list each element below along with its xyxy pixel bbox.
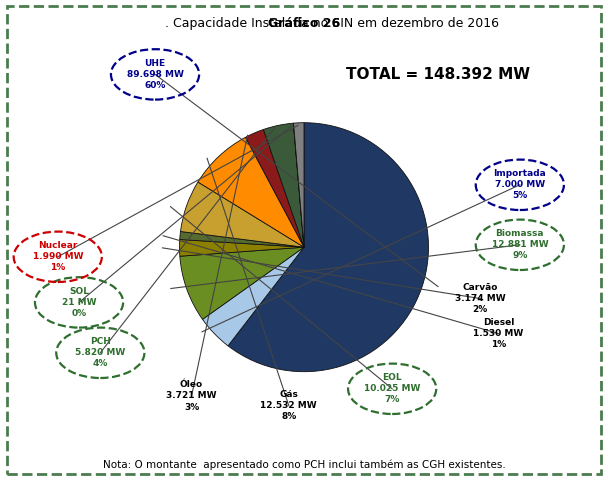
Text: UHE
89.698 MW
60%: UHE 89.698 MW 60% <box>126 59 184 90</box>
Text: Gás
12.532 MW
8%: Gás 12.532 MW 8% <box>260 390 317 421</box>
Text: PCH
5.820 MW
4%: PCH 5.820 MW 4% <box>75 337 125 369</box>
Text: Carvão
3.174 MW
2%: Carvão 3.174 MW 2% <box>455 283 506 314</box>
Wedge shape <box>228 123 429 372</box>
Text: . Capacidade Instalada no SIN em dezembro de 2016: . Capacidade Instalada no SIN em dezembr… <box>109 16 499 30</box>
Wedge shape <box>180 231 304 247</box>
Text: Importada
7.000 MW
5%: Importada 7.000 MW 5% <box>494 169 546 201</box>
Wedge shape <box>179 240 304 256</box>
Text: Biomassa
12.881 MW
9%: Biomassa 12.881 MW 9% <box>491 229 548 260</box>
Wedge shape <box>181 182 304 247</box>
Text: EOL
10.025 MW
7%: EOL 10.025 MW 7% <box>364 373 420 404</box>
Wedge shape <box>180 247 304 319</box>
Text: Nota: O montante  apresentado como PCH inclui também as CGH existentes.: Nota: O montante apresentado como PCH in… <box>103 459 505 470</box>
Text: Gráfico 26: Gráfico 26 <box>268 16 340 30</box>
Wedge shape <box>294 123 304 247</box>
Wedge shape <box>202 247 304 346</box>
Wedge shape <box>263 123 304 247</box>
Wedge shape <box>198 137 304 247</box>
Text: TOTAL = 148.392 MW: TOTAL = 148.392 MW <box>346 67 530 82</box>
Wedge shape <box>246 130 304 247</box>
Wedge shape <box>294 123 304 247</box>
Text: SOL
21 MW
0%: SOL 21 MW 0% <box>62 287 96 318</box>
Text: Nuclear
1.990 MW
1%: Nuclear 1.990 MW 1% <box>32 241 83 272</box>
Text: Diesel
1.530 MW
1%: Diesel 1.530 MW 1% <box>474 318 523 349</box>
Text: Óleo
3.721 MW
3%: Óleo 3.721 MW 3% <box>166 380 217 411</box>
